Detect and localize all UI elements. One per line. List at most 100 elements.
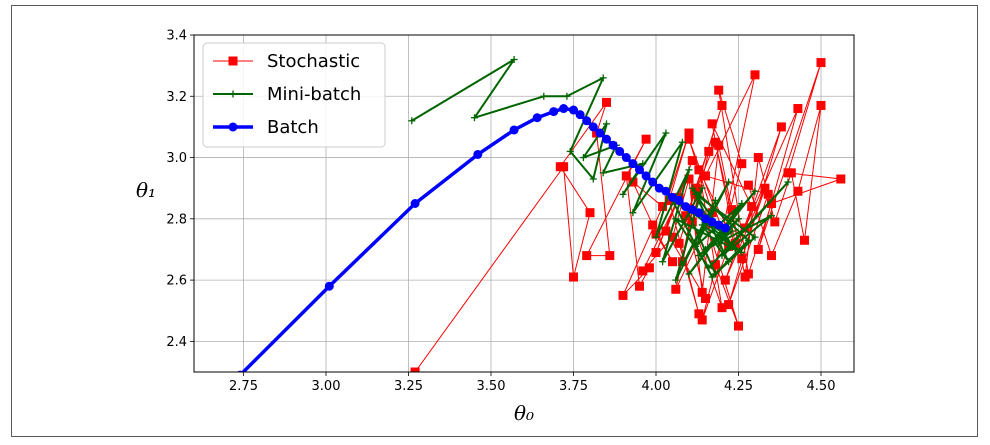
data-point-mini-batch (735, 215, 742, 223)
data-point-stochastic (770, 217, 780, 227)
data-point-stochastic (681, 211, 691, 221)
x-tick-label: 4.50 (807, 379, 836, 394)
y-axis-label: θ₁ (136, 178, 156, 202)
data-point-batch (635, 165, 644, 175)
data-point-mini-batch (619, 190, 627, 198)
data-point-batch (324, 281, 334, 291)
data-point-batch (575, 110, 585, 120)
data-point-batch (621, 153, 631, 163)
data-point-stochastic (747, 202, 757, 212)
data-point-mini-batch (692, 242, 700, 250)
y-tick-label: 2.4 (166, 335, 187, 350)
legend: Stochastic Mini-batch Batch (202, 42, 386, 148)
data-point-stochastic (753, 244, 763, 254)
data-point-stochastic (628, 177, 638, 187)
data-point-mini-batch (711, 196, 719, 204)
data-point-batch (615, 146, 625, 156)
data-point-stochastic (737, 254, 747, 264)
data-point-batch (720, 223, 730, 233)
data-point-stochastic (658, 202, 668, 212)
data-point-stochastic (717, 100, 727, 110)
data-point-mini-batch (718, 252, 726, 260)
data-point-batch (582, 116, 592, 126)
data-point-mini-batch (695, 252, 703, 260)
x-tick-label: 4.00 (642, 379, 671, 394)
series-layer (236, 56, 846, 372)
data-point-stochastic (737, 159, 747, 169)
data-point-stochastic (694, 165, 704, 175)
data-point-stochastic (668, 232, 677, 242)
x-tick-label: 3.25 (394, 379, 423, 394)
data-point-stochastic (651, 248, 661, 258)
data-point-stochastic (569, 272, 578, 282)
data-point-batch (473, 149, 483, 159)
data-point-stochastic (760, 183, 770, 193)
x-tick-label: 2.75 (229, 379, 258, 394)
data-point-stochastic (605, 251, 615, 261)
data-point-batch (608, 140, 618, 150)
data-point-stochastic (410, 367, 420, 372)
y-tick-label: 3.4 (166, 29, 187, 44)
data-point-mini-batch (702, 245, 709, 253)
data-point-batch (569, 105, 578, 115)
x-tick-label: 3.00 (312, 379, 341, 394)
data-point-stochastic (661, 226, 671, 236)
x-tick-label: 3.75 (559, 379, 588, 394)
data-point-stochastic (684, 128, 694, 138)
data-point-stochastic (786, 168, 796, 178)
data-point-batch (410, 199, 420, 208)
data-point-mini-batch (715, 239, 723, 247)
data-point-stochastic (793, 186, 803, 196)
data-point-stochastic (767, 199, 776, 208)
data-point-batch (532, 113, 542, 123)
data-point-stochastic (701, 171, 710, 181)
data-point-stochastic (753, 153, 763, 163)
series-stochastic (410, 58, 846, 372)
data-point-mini-batch (678, 138, 686, 146)
ticks: 2.75 3.00 3.25 3.50 3.75 4.00 4.25 4.50 2.4 2.6 2.… (166, 29, 835, 395)
data-point-mini-batch (678, 261, 686, 269)
data-point-stochastic (687, 156, 697, 166)
data-point-stochastic (668, 257, 677, 267)
data-point-stochastic (710, 260, 720, 270)
data-point-mini-batch (711, 270, 719, 278)
data-point-stochastic (724, 300, 734, 310)
data-point-stochastic (743, 180, 753, 190)
data-point-mini-batch (751, 233, 759, 241)
data-point-mini-batch (662, 129, 670, 137)
data-point-mini-batch (471, 114, 478, 122)
data-point-stochastic (714, 85, 724, 95)
data-point-mini-batch (566, 147, 574, 155)
data-point-batch (588, 122, 598, 132)
data-point-mini-batch (738, 249, 746, 257)
data-point-batch (628, 159, 638, 169)
data-point-mini-batch (603, 120, 610, 128)
data-point-stochastic (767, 251, 776, 261)
legend-marker (229, 90, 237, 98)
data-point-mini-batch (738, 200, 746, 207)
data-point-stochastic (644, 263, 654, 273)
data-point-mini-batch (685, 270, 693, 278)
data-point-stochastic (763, 189, 773, 199)
x-tick-label: 4.25 (724, 379, 753, 394)
legend-box (202, 42, 386, 148)
data-point-stochastic (671, 284, 681, 294)
y-tick-label: 3.2 (166, 90, 187, 105)
data-point-stochastic (750, 70, 760, 80)
data-point-mini-batch (659, 258, 667, 266)
data-point-mini-batch (685, 166, 693, 174)
data-point-stochastic (734, 321, 743, 331)
data-point-stochastic (720, 275, 730, 285)
data-point-stochastic (701, 293, 710, 303)
data-point-mini-batch (698, 184, 706, 192)
data-point-mini-batch (589, 175, 597, 183)
y-tick-label: 2.6 (166, 274, 187, 289)
data-point-stochastic (740, 272, 750, 282)
data-point-stochastic (816, 100, 826, 110)
data-point-stochastic (707, 119, 717, 129)
data-point-mini-batch (629, 209, 637, 217)
data-point-mini-batch (599, 169, 607, 177)
y-tick-label: 3.0 (166, 151, 187, 166)
data-point-stochastic (836, 174, 846, 184)
data-point-stochastic (800, 235, 809, 245)
